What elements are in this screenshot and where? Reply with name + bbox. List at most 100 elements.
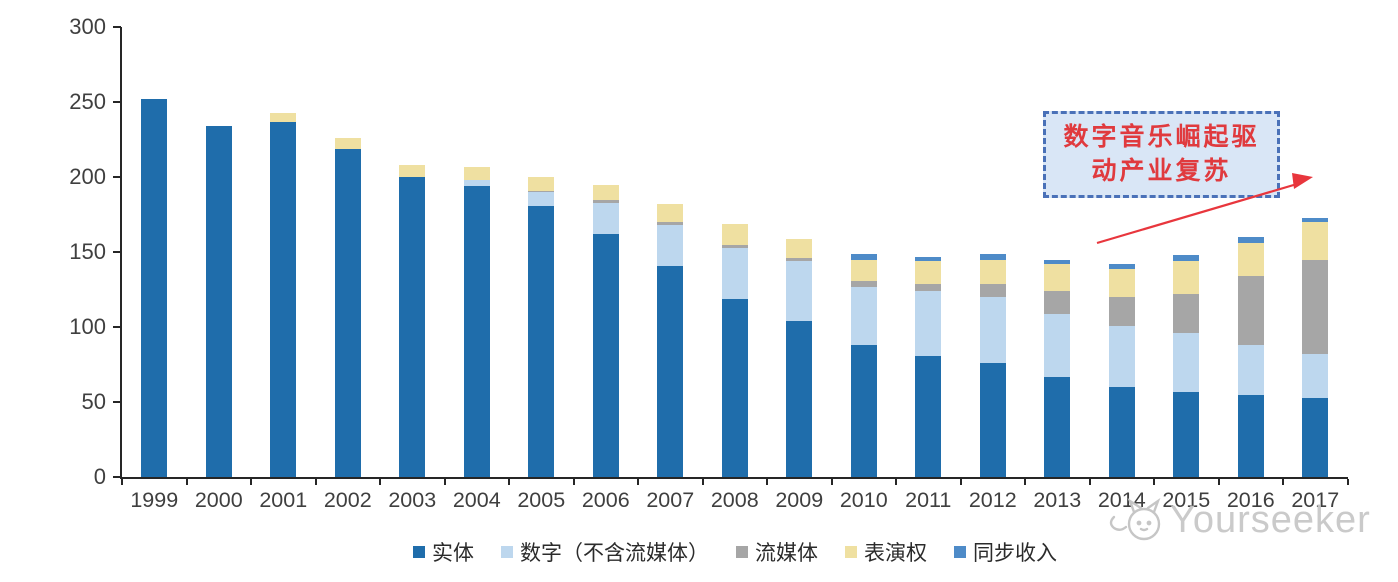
bar-segment-2000 <box>205 126 232 477</box>
x-axis-label: 2015 <box>1162 488 1211 512</box>
x-axis-label: 2012 <box>968 488 1017 512</box>
bar-segment-2012 <box>979 297 1006 363</box>
bar-segment-2006 <box>592 234 619 477</box>
bar-segment-2004 <box>463 166 490 180</box>
bar-segment-2011 <box>915 283 942 291</box>
bar-segment-2008 <box>721 223 748 245</box>
bar-segment-2014 <box>1108 325 1135 387</box>
bar-segment-2003 <box>399 165 426 177</box>
bar-segment-2008 <box>721 298 748 477</box>
bar-segment-2014 <box>1108 268 1135 297</box>
x-axis-label: 2013 <box>1033 488 1082 512</box>
x-axis-label: 2006 <box>581 488 630 512</box>
x-tick <box>637 479 639 485</box>
bar-segment-2007 <box>657 204 684 222</box>
bar-segment-2016 <box>1237 237 1264 243</box>
bar-segment-2001 <box>270 121 297 477</box>
y-tick <box>113 401 121 403</box>
x-axis-label: 2004 <box>452 488 501 512</box>
x-tick <box>314 479 317 485</box>
bar-segment-2006 <box>592 199 619 203</box>
bar-segment-2016 <box>1237 276 1264 345</box>
legend-label: 实体 <box>432 542 474 565</box>
bar-segment-2013 <box>1044 313 1071 377</box>
bar-segment-2006 <box>592 184 619 200</box>
bar-segment-2011 <box>915 256 942 261</box>
bar-segment-2014 <box>1108 387 1135 477</box>
annotation-box: 数字音乐崛起驱 动产业复苏 <box>1043 111 1280 198</box>
legend-swatch-icon <box>736 546 748 558</box>
bar-segment-2017 <box>1302 397 1329 477</box>
legend-label: 同步收入 <box>973 542 1057 565</box>
x-tick <box>185 479 188 485</box>
bar-segment-2004 <box>463 186 490 477</box>
bar-segment-2010 <box>850 259 877 281</box>
bar-segment-2015 <box>1173 261 1200 294</box>
x-tick <box>830 479 833 485</box>
y-tick <box>113 251 121 253</box>
y-axis-label: 50 <box>81 389 106 414</box>
bar-segment-2017 <box>1302 354 1329 398</box>
bar-segment-2005 <box>528 192 555 206</box>
x-tick <box>1346 479 1349 485</box>
x-axis-label: 1999 <box>130 488 179 512</box>
x-axis-label: 2009 <box>775 488 824 512</box>
legend-label: 流媒体 <box>755 542 818 565</box>
y-axis-line <box>120 27 122 479</box>
x-tick <box>379 479 381 485</box>
x-axis-label: 2002 <box>323 488 372 512</box>
y-tick <box>113 26 121 28</box>
bar-segment-2005 <box>528 205 555 477</box>
bar-segment-2011 <box>915 291 942 356</box>
x-tick <box>443 479 446 485</box>
y-axis-label: 150 <box>69 239 106 264</box>
x-tick <box>1088 479 1091 485</box>
legend-swatch-icon <box>845 546 857 558</box>
bar-segment-2011 <box>915 355 942 477</box>
bar-segment-2015 <box>1173 333 1200 392</box>
bar-segment-2015 <box>1173 391 1200 477</box>
bar-segment-2017 <box>1302 217 1329 222</box>
bar-segment-2014 <box>1108 297 1135 326</box>
bar-segment-2007 <box>657 225 684 266</box>
bar-segment-2012 <box>979 253 1006 260</box>
legend-swatch-icon <box>501 546 513 558</box>
legend-item: 实体 <box>413 537 474 567</box>
bar-segment-2012 <box>979 283 1006 297</box>
bar-segment-1999 <box>141 99 168 477</box>
bar-segment-2016 <box>1237 243 1264 276</box>
bar-segment-2009 <box>786 321 813 477</box>
bar-segment-2017 <box>1302 259 1329 354</box>
y-tick <box>113 101 121 103</box>
x-axis-line <box>120 477 1348 479</box>
bar-segment-2011 <box>915 261 942 284</box>
bar-segment-2013 <box>1044 291 1071 314</box>
bar-segment-2017 <box>1302 222 1329 260</box>
bar-segment-2010 <box>850 345 877 477</box>
legend-swatch-icon <box>954 546 966 558</box>
legend-label: 表演权 <box>864 542 927 565</box>
y-tick <box>113 326 121 328</box>
bar-segment-2005 <box>528 177 555 191</box>
bar-segment-2005 <box>528 190 555 192</box>
x-tick <box>1217 479 1220 485</box>
x-tick <box>895 479 897 485</box>
x-tick <box>1282 479 1284 485</box>
bar-segment-2010 <box>850 253 877 260</box>
x-tick <box>572 479 575 485</box>
x-axis-label: 2005 <box>517 488 566 512</box>
legend-item: 同步收入 <box>954 537 1057 567</box>
legend-label: 数字（不含流媒体） <box>520 542 709 565</box>
watermark-text: Yourseeker <box>1170 499 1371 541</box>
y-tick <box>113 176 121 178</box>
bar-segment-2013 <box>1044 264 1071 291</box>
x-axis-label: 2001 <box>259 488 308 512</box>
y-axis-label: 300 <box>69 14 106 39</box>
bar-segment-2016 <box>1237 394 1264 477</box>
bar-segment-2009 <box>786 258 813 261</box>
bar-segment-2010 <box>850 286 877 345</box>
y-axis-label: 250 <box>69 89 106 114</box>
legend-item: 表演权 <box>845 537 927 567</box>
x-axis-label: 2007 <box>646 488 695 512</box>
